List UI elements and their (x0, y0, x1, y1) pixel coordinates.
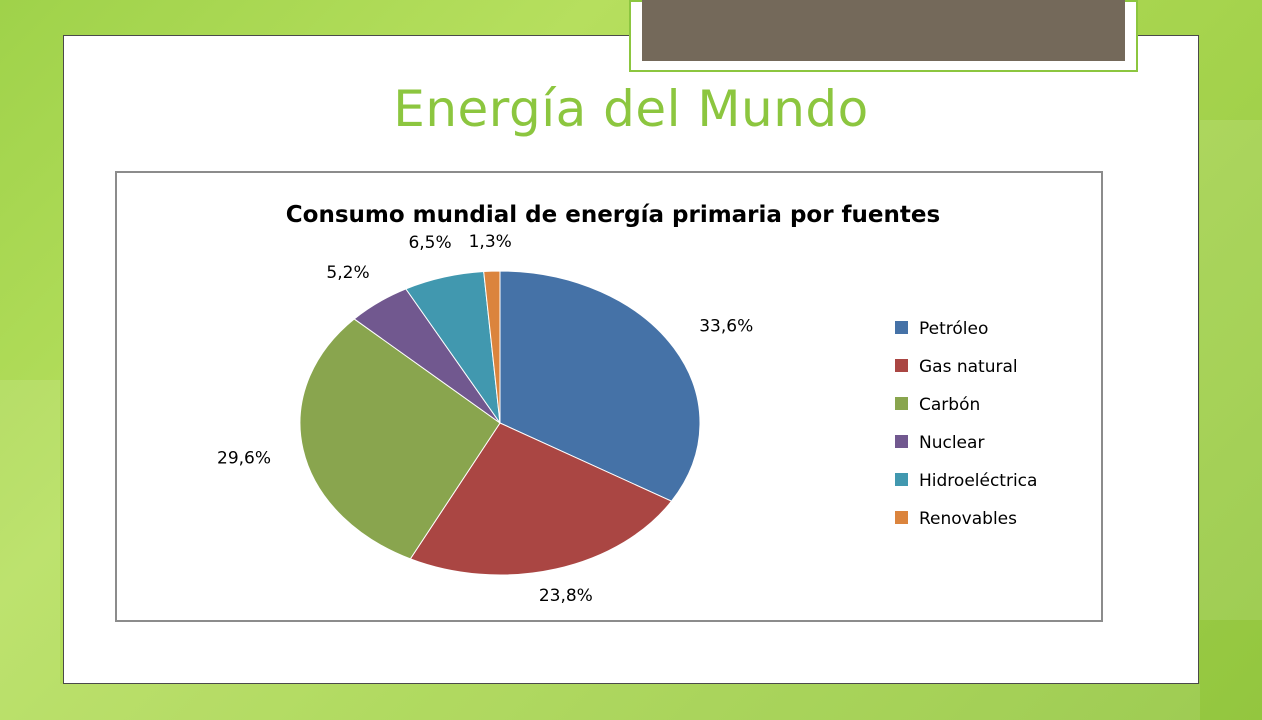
legend-label-gas-natural: Gas natural (919, 357, 1018, 377)
legend-swatch-petroleo (895, 321, 908, 334)
data-label-renovables: 1,3% (469, 232, 512, 252)
legend-swatch-hidroelectrica (895, 473, 908, 486)
data-label-hidroelectrica: 6,5% (408, 233, 451, 253)
legend-label-renovables: Renovables (919, 509, 1017, 529)
legend: Petróleo Gas natural Carbón Nuclear Hidroelé… (895, 319, 1037, 529)
legend-label-nuclear: Nuclear (919, 433, 984, 453)
background-shape (1200, 120, 1262, 620)
data-label-carbon: 29,6% (217, 449, 271, 469)
chart-frame: Consumo mundial de energía primaria por … (115, 171, 1103, 622)
legend-label-hidroelectrica: Hidroeléctrica (919, 471, 1037, 491)
chart-title: Consumo mundial de energía primaria por … (286, 202, 940, 228)
legend-swatch-carbon (895, 397, 908, 410)
legend-swatch-gas-natural (895, 359, 908, 372)
legend-swatch-renovables (895, 511, 908, 524)
pie-slice-gas-natural (409, 422, 673, 576)
legend-label-carbon: Carbón (919, 395, 980, 415)
data-label-gas-natural: 23,8% (539, 586, 593, 606)
pie-slice-renovables (483, 270, 501, 424)
legend-swatch-nuclear (895, 435, 908, 448)
pie-slice-petroleo (499, 270, 701, 502)
background-shape (60, 684, 1200, 720)
pie-labels: 33,6% 23,8% 29,6% 5,2% 6,5% 1,3% (217, 232, 753, 606)
data-label-petroleo: 33,6% (699, 317, 753, 337)
pie-chart: Consumo mundial de energía primaria por … (217, 202, 1037, 606)
background-shape (0, 380, 60, 720)
slide-title: Energía del Mundo (393, 80, 869, 138)
legend-label-petroleo: Petróleo (919, 319, 988, 339)
pie-slice-carbon (299, 318, 501, 560)
data-label-nuclear: 5,2% (326, 263, 369, 283)
pie-slices (299, 270, 701, 576)
title-accent-band (642, 0, 1125, 61)
